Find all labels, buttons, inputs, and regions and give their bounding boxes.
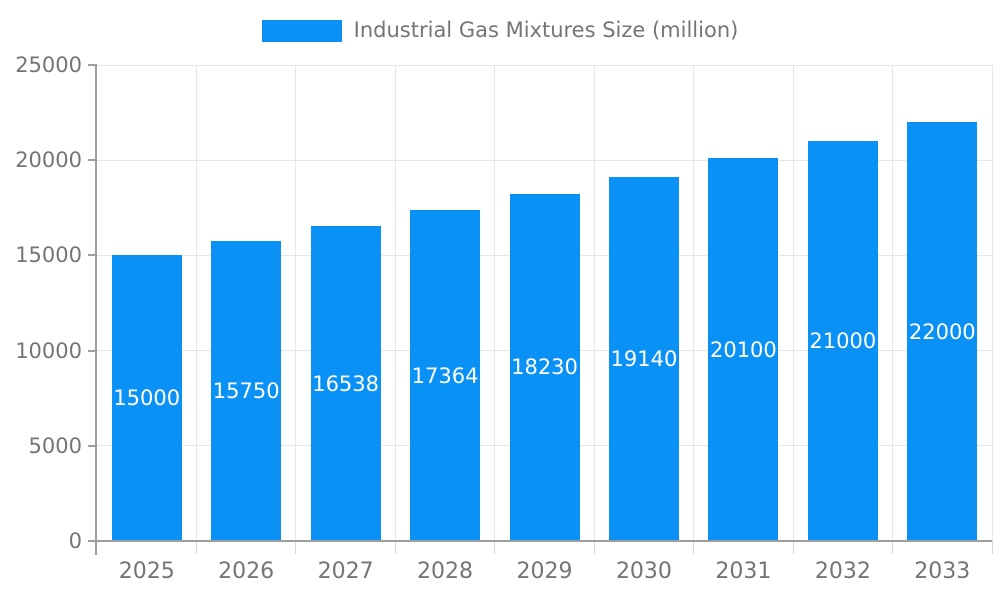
- x-axis-tick: [991, 541, 993, 554]
- y-axis-label: 25000: [15, 53, 82, 77]
- gridline-horizontal: [97, 64, 992, 66]
- bar: 17364: [410, 210, 481, 541]
- x-axis-label: 2028: [417, 559, 474, 584]
- x-axis-tick: [892, 541, 894, 554]
- gridline-vertical: [991, 65, 993, 541]
- gridline-horizontal: [97, 159, 992, 161]
- gridline-vertical: [195, 65, 197, 541]
- y-axis-tick: [88, 254, 97, 257]
- y-axis-label: 0: [68, 529, 82, 553]
- gridline-vertical: [892, 65, 894, 541]
- y-axis-label: 20000: [15, 148, 82, 173]
- y-axis-tick: [88, 159, 97, 162]
- gridline-vertical: [494, 65, 496, 541]
- x-axis-tick: [593, 541, 595, 554]
- x-axis-tick: [693, 541, 695, 554]
- x-axis-tick: [394, 541, 396, 554]
- bar-value-label: 18230: [511, 355, 578, 380]
- x-axis-label: 2026: [218, 559, 275, 584]
- bar: 16538: [310, 226, 381, 541]
- y-axis-tick: [88, 349, 97, 352]
- x-axis-label: 2033: [914, 559, 971, 584]
- x-axis-line: [95, 540, 992, 542]
- gridline-vertical: [792, 65, 794, 541]
- bar-value-label: 22000: [908, 319, 976, 344]
- x-axis-tick: [494, 541, 496, 554]
- y-axis-tick: [88, 64, 97, 66]
- bar-value-label: 20100: [709, 337, 777, 362]
- y-axis-label: 5000: [28, 433, 82, 458]
- x-axis-label: 2027: [317, 559, 374, 584]
- x-axis-label: 2029: [516, 559, 573, 584]
- bar-value-label: 15000: [113, 386, 181, 411]
- gridline-vertical: [394, 65, 396, 541]
- bar: 22000: [907, 122, 978, 541]
- y-axis-tick: [88, 540, 97, 542]
- x-axis-label: 2031: [715, 559, 772, 584]
- legend: Industrial Gas Mixtures Size (million): [0, 16, 1000, 46]
- bar: 15750: [211, 241, 282, 541]
- y-axis-line: [95, 65, 97, 555]
- bar-value-label: 19140: [610, 346, 678, 371]
- y-axis-label: 15000: [15, 243, 82, 268]
- y-axis-tick: [88, 444, 97, 447]
- x-axis-label: 2025: [118, 559, 175, 584]
- x-axis-tick: [792, 541, 794, 554]
- bar-value-label: 15750: [212, 379, 280, 404]
- x-axis-tick: [295, 541, 297, 554]
- gridline-vertical: [693, 65, 695, 541]
- bar: 21000: [807, 141, 878, 541]
- x-axis-label: 2030: [615, 559, 672, 584]
- x-axis-tick: [195, 541, 197, 554]
- bar: 18230: [509, 193, 580, 541]
- gridline-vertical: [295, 65, 297, 541]
- gridline-vertical: [593, 65, 595, 541]
- y-axis-label: 10000: [15, 338, 82, 363]
- bar-value-label: 21000: [809, 329, 877, 354]
- bar: 20100: [708, 158, 779, 541]
- bar: 15000: [111, 255, 182, 541]
- legend-swatch[interactable]: [261, 20, 342, 42]
- bar: 19140: [608, 176, 679, 541]
- bar-value-label: 17364: [411, 363, 479, 388]
- legend-label[interactable]: Industrial Gas Mixtures Size (million): [353, 18, 739, 43]
- x-axis-label: 2032: [814, 559, 871, 584]
- bar-value-label: 16538: [312, 371, 380, 396]
